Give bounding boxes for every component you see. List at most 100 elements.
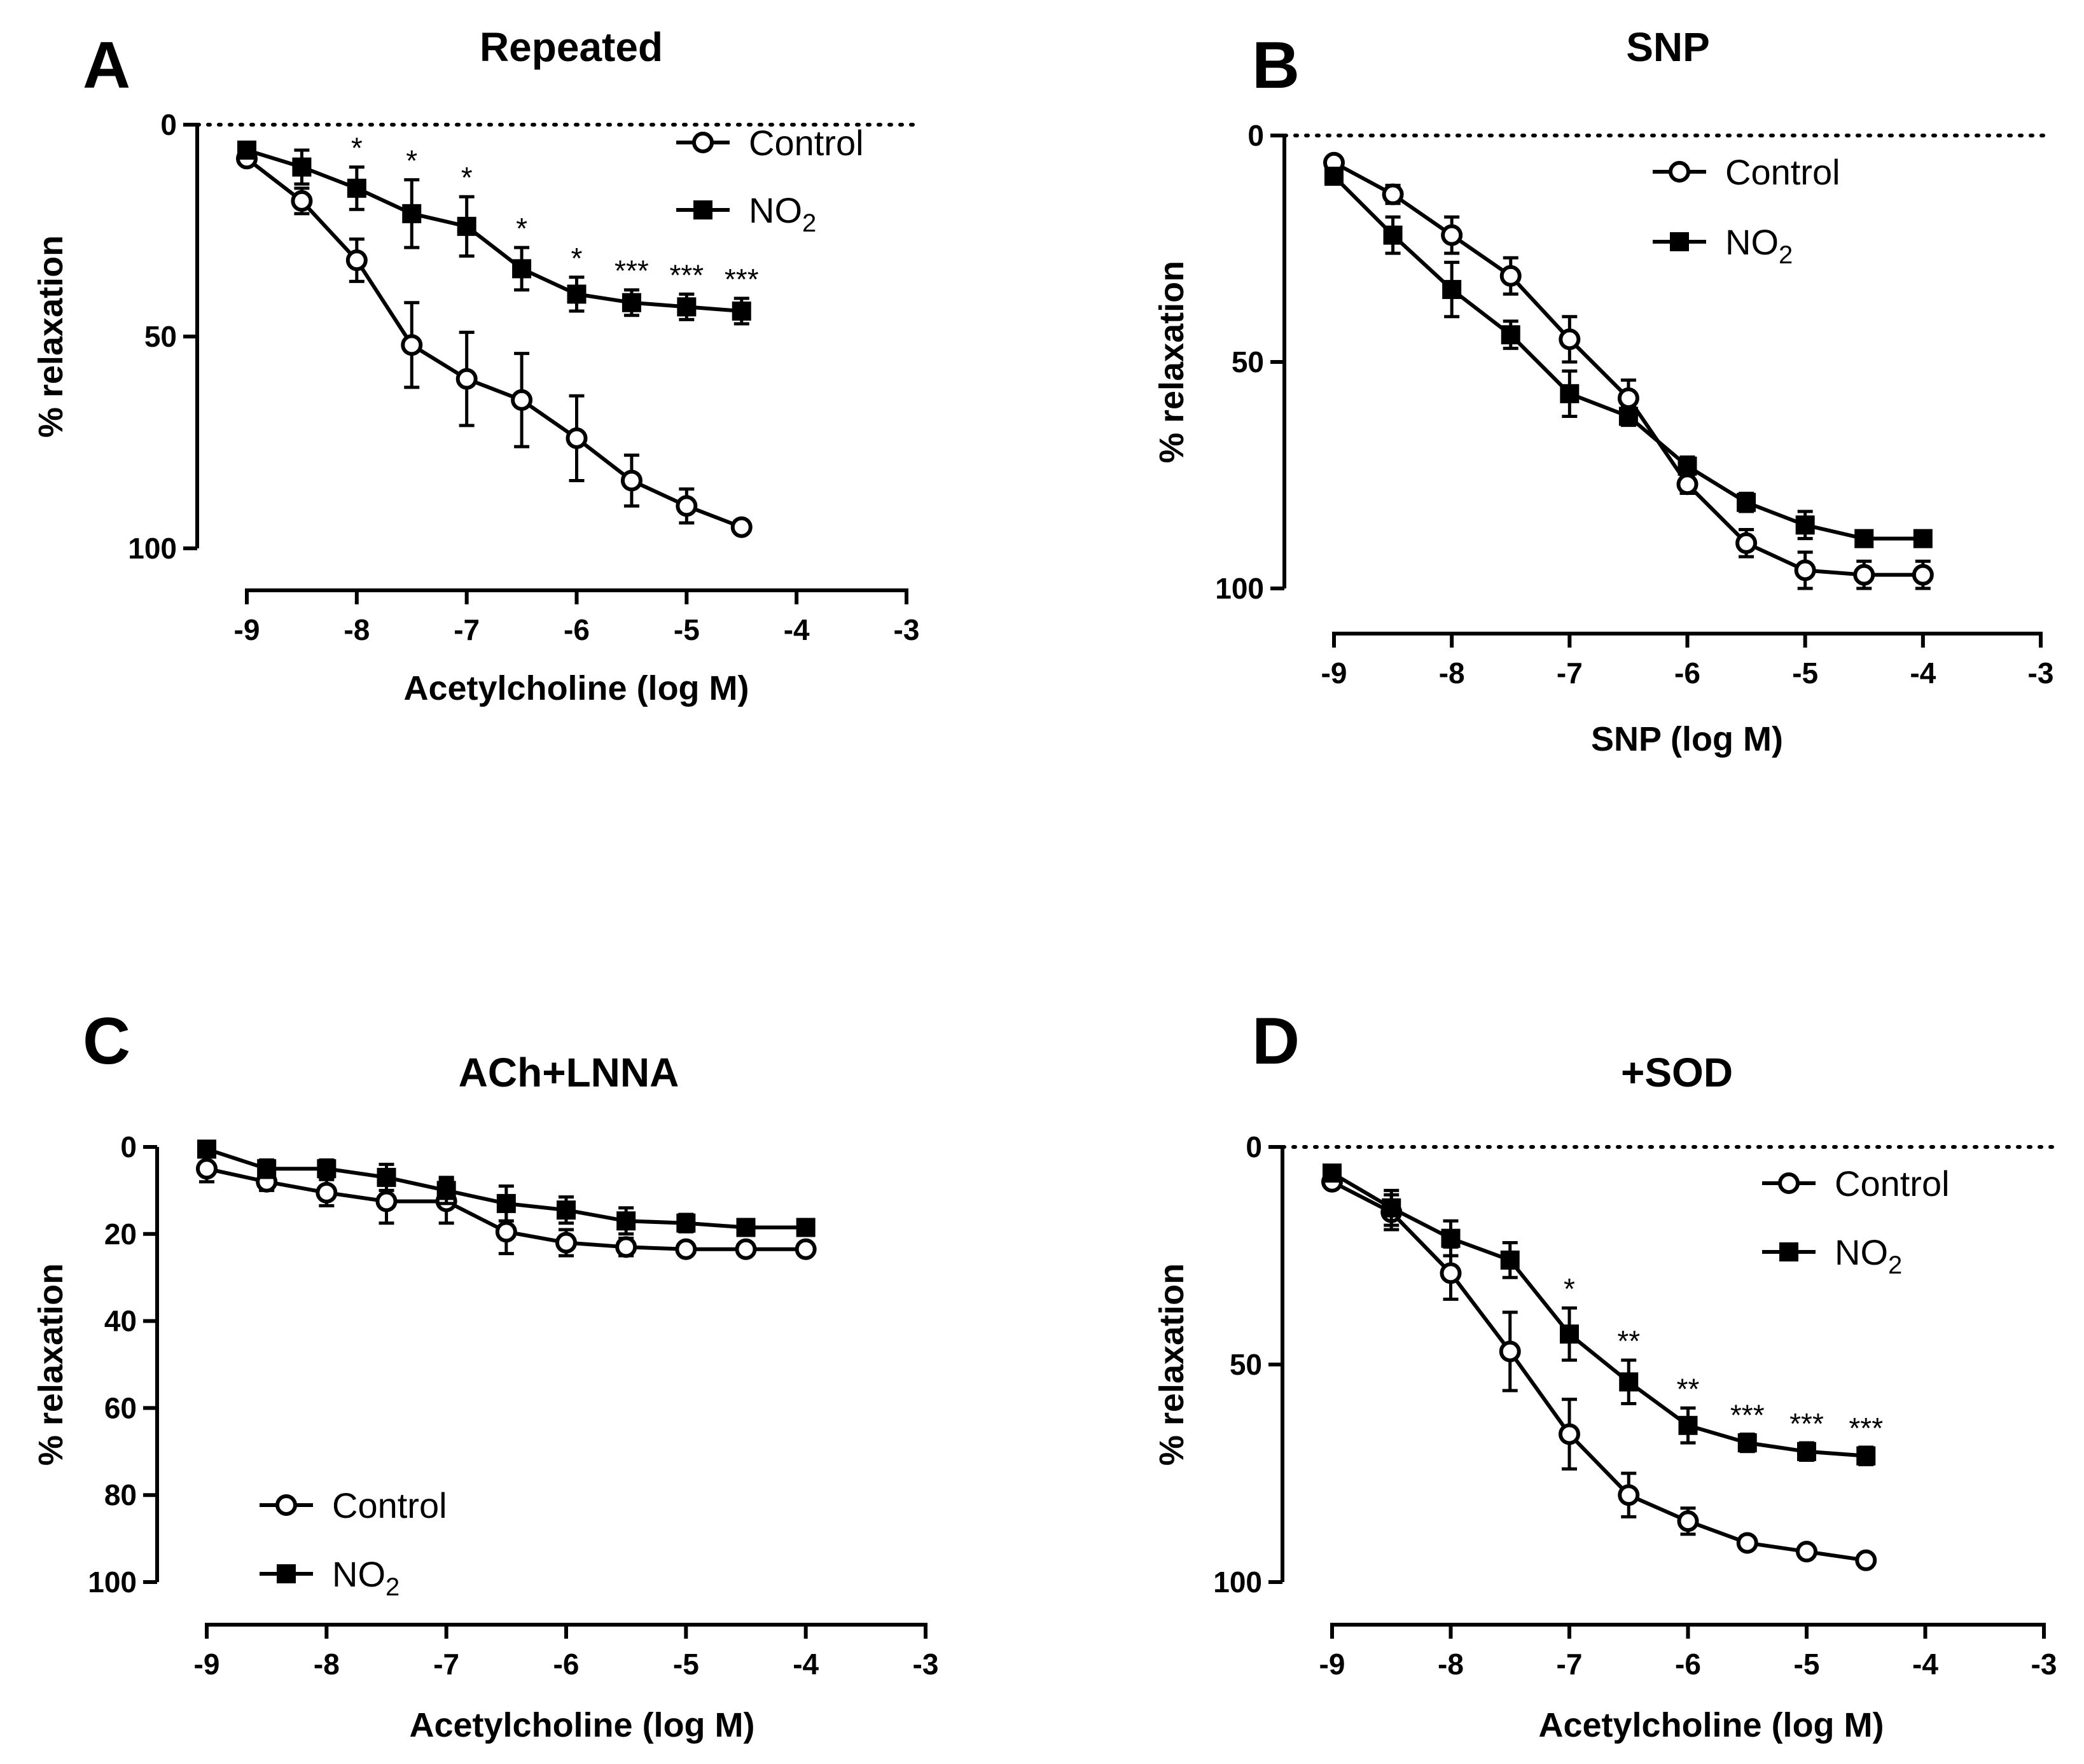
series-line	[246, 148, 742, 314]
legend-label-subscript: 2	[386, 1573, 399, 1601]
panel-c: C ACh+LNNA 0 20 40 60 80 100 % relaxation -9 -8 -7 -…	[32, 1004, 938, 1744]
significance-marker: *	[571, 242, 583, 275]
x-tick-label: -4	[793, 1648, 819, 1681]
legend-label-text: Control	[1725, 152, 1840, 192]
x-tick-label: -8	[314, 1648, 340, 1681]
legend-swatch-marker	[1778, 1172, 1800, 1194]
significance-marker: *	[516, 212, 527, 245]
legend-label-text: Control	[1835, 1163, 1950, 1204]
legend: Control NO2	[260, 1485, 447, 1601]
x-tick-label: -9	[234, 613, 260, 646]
legend-label-text: NO	[749, 190, 802, 230]
series-no2	[1323, 1163, 1876, 1466]
data-point	[1913, 529, 1933, 548]
legend-label-text: NO	[1835, 1232, 1888, 1272]
data-point	[566, 427, 588, 449]
legend-swatch-marker	[275, 1494, 297, 1516]
x-tick-label: -6	[1675, 1648, 1701, 1681]
significance-marker: ***	[669, 258, 704, 291]
x-tick-label: -4	[784, 613, 810, 646]
legend: Control NO2	[1653, 152, 1840, 269]
legend-label-text: NO	[332, 1554, 386, 1594]
data-point	[1323, 1163, 1342, 1183]
y-tick-label: 0	[120, 1130, 137, 1163]
data-point	[317, 1159, 337, 1179]
x-tick-label: -5	[673, 1648, 699, 1681]
legend-label: Control	[749, 123, 864, 163]
data-point	[237, 140, 256, 160]
panel-a: A Repeated 0 50 100 % relaxation -9 -8 -7 -6 -5 -4 -…	[32, 24, 919, 707]
data-point	[676, 1213, 696, 1233]
x-tick-label: -7	[433, 1648, 459, 1681]
y-tick-label: 50	[144, 320, 177, 353]
x-tick-label: -6	[564, 613, 590, 646]
x-tick-label: -3	[2031, 1648, 2057, 1681]
data-point	[1559, 328, 1581, 351]
panel-letter: D	[1252, 1004, 1300, 1078]
data-point	[436, 1181, 456, 1200]
data-point	[1735, 532, 1758, 554]
series-control	[1321, 1170, 1877, 1571]
x-axis-title: SNP (log M)	[1591, 720, 1783, 758]
panel-title: +SOD	[1621, 1050, 1733, 1095]
x-tick-label: -8	[1439, 656, 1465, 690]
x-tick-label: -5	[674, 613, 700, 646]
legend-label-subscript: 2	[1888, 1251, 1902, 1279]
y-tick-label: 40	[104, 1305, 137, 1338]
series-no2	[237, 140, 751, 326]
panel-title: SNP	[1626, 24, 1710, 70]
x-tick-label: -3	[913, 1648, 939, 1681]
legend-label: Control	[332, 1485, 447, 1525]
significance-marker: *	[1564, 1272, 1575, 1305]
data-point	[457, 216, 476, 236]
significance-marker: ***	[725, 263, 759, 296]
legend-swatch-marker	[1779, 1242, 1798, 1261]
significance-marker: ***	[1730, 1398, 1765, 1431]
data-point	[1559, 1423, 1580, 1445]
series-line	[1333, 161, 1923, 577]
data-point	[732, 302, 751, 321]
x-tick-label: -7	[1557, 656, 1583, 690]
significance-marker: **	[1617, 1324, 1640, 1358]
panel-d: D +SOD 0 50 100 % relaxation -9 -8 -7 -6 -5 -4 -3 Ace…	[1153, 1004, 2057, 1744]
data-point	[677, 297, 697, 317]
data-point	[1618, 1484, 1640, 1506]
legend-label-text: NO	[1725, 222, 1779, 262]
significance-marker: **	[1677, 1372, 1700, 1405]
data-point	[615, 1236, 637, 1258]
y-tick-label: 50	[1230, 1348, 1262, 1381]
data-point	[455, 368, 478, 390]
series-line	[1331, 1180, 1866, 1562]
data-point	[1499, 265, 1522, 287]
data-point	[1499, 1340, 1521, 1363]
data-point	[735, 1238, 757, 1260]
data-point	[401, 334, 423, 356]
significance-marker: ***	[1789, 1407, 1824, 1440]
x-tick-label: -8	[1438, 1648, 1464, 1681]
x-tick-label: -4	[1910, 656, 1936, 690]
significance-marker: *	[461, 161, 473, 194]
x-axis-title: Acetylcholine (log M)	[409, 1706, 754, 1744]
panel-b: B SNP 0 50 100 % relaxation -9 -8 -7 -6 -5 -4 -3 SNP …	[1153, 24, 2053, 758]
data-point	[1442, 280, 1462, 300]
data-point	[1324, 167, 1344, 186]
legend-swatch-marker	[1669, 161, 1690, 183]
data-point	[1677, 1510, 1699, 1532]
legend-label: NO2	[1835, 1232, 1902, 1279]
data-point	[1441, 1228, 1461, 1248]
data-point	[555, 1232, 577, 1254]
data-point	[1795, 515, 1815, 535]
y-tick-label: 0	[1246, 1130, 1262, 1163]
legend-swatch-marker	[692, 132, 714, 153]
y-tick-label: 50	[1232, 345, 1264, 378]
data-point	[495, 1221, 517, 1243]
y-tick-label: 80	[104, 1478, 137, 1511]
series-line	[1332, 174, 1923, 541]
data-point	[1617, 387, 1639, 409]
data-point	[1383, 225, 1403, 245]
legend: Control NO2	[1762, 1163, 1950, 1279]
data-point	[616, 1211, 636, 1231]
x-axis-title: Acetylcholine (log M)	[403, 669, 749, 707]
data-point	[1737, 492, 1756, 512]
data-point	[1736, 1532, 1758, 1554]
